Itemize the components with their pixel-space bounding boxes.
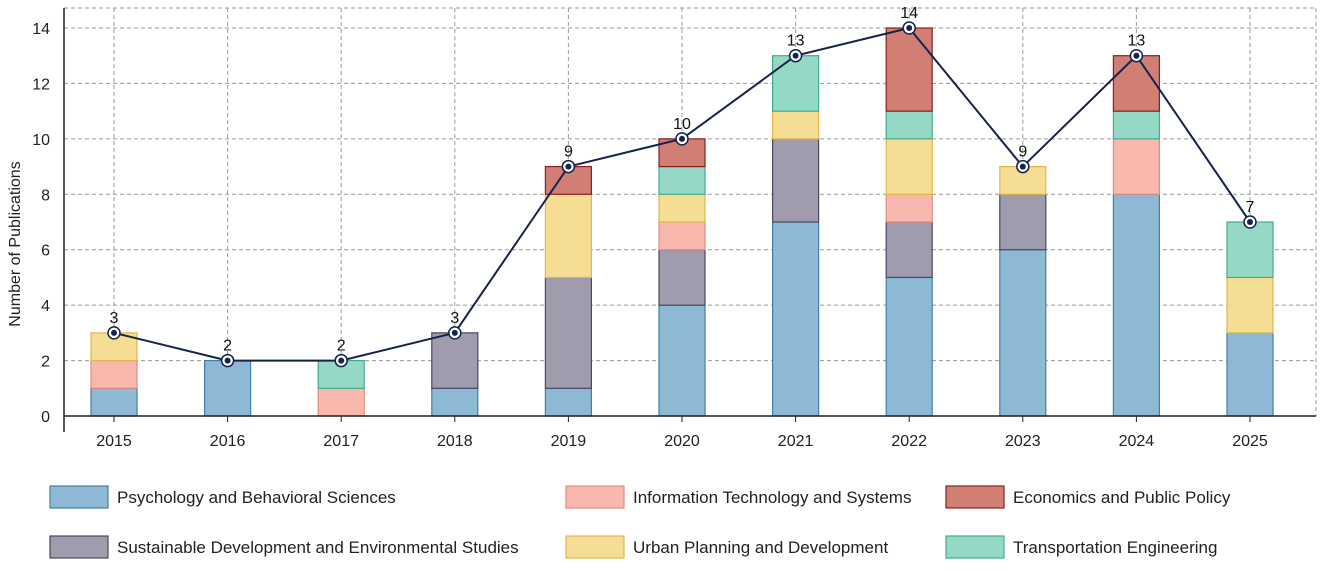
y-tick-label: 6 <box>41 243 50 260</box>
bar-segment <box>90 359 138 389</box>
y-tick-label: 10 <box>32 132 50 149</box>
x-tick-label: 2019 <box>551 433 587 450</box>
x-tick-label: 2016 <box>210 433 246 450</box>
bar-segment <box>1112 55 1161 112</box>
bar-segment <box>431 332 479 389</box>
bar-segment <box>658 221 706 251</box>
legend-swatch <box>945 535 1005 559</box>
x-tick-label: 2018 <box>437 433 473 450</box>
y-tick-label: 14 <box>32 21 50 38</box>
bar-segment <box>90 387 138 417</box>
legend-swatch <box>49 485 109 509</box>
total-marker-dot <box>338 357 345 364</box>
total-marker-dot <box>224 357 231 364</box>
total-label: 3 <box>450 310 459 327</box>
legend-label: Transportation Engineering <box>1013 538 1217 557</box>
total-label: 2 <box>337 338 346 355</box>
bar-segment <box>771 55 820 112</box>
x-tick-label: 2017 <box>323 433 359 450</box>
total-marker-dot <box>679 135 685 142</box>
total-label: 3 <box>110 310 119 327</box>
bar-segment <box>771 138 820 223</box>
total-label: 14 <box>900 5 918 22</box>
legend-swatch <box>565 485 625 509</box>
bar-segment <box>658 193 706 223</box>
x-tick-label: 2025 <box>1232 433 1268 450</box>
bar-segment <box>999 193 1047 251</box>
y-tick-label: 12 <box>32 76 50 93</box>
total-marker-dot <box>1019 163 1026 170</box>
bar-segment <box>1112 138 1161 195</box>
total-marker-dot <box>1247 219 1253 225</box>
legend-label: Urban Planning and Development <box>633 538 888 557</box>
legend-swatch <box>945 485 1005 509</box>
total-marker-dot <box>451 329 458 336</box>
total-marker-dot <box>111 329 117 336</box>
bar-segment <box>885 110 933 140</box>
bar-segment <box>431 387 479 417</box>
legend-swatch <box>49 535 109 559</box>
legend-label: Economics and Public Policy <box>1013 488 1231 507</box>
bar-segment <box>885 276 933 417</box>
bar-segment <box>1112 193 1161 417</box>
bar-segment <box>999 249 1047 417</box>
total-label: 9 <box>1018 144 1027 161</box>
total-label: 2 <box>223 338 232 355</box>
bar-segment <box>885 27 933 112</box>
x-tick-label: 2022 <box>891 433 927 450</box>
bar-segment <box>771 110 820 140</box>
bar-segment <box>317 387 365 417</box>
bars <box>90 27 1274 417</box>
y-tick-label: 4 <box>41 298 50 315</box>
legend-label: Psychology and Behavioral Sciences <box>117 488 396 507</box>
bar-segment <box>1226 221 1274 279</box>
total-label: 7 <box>1246 199 1255 216</box>
x-tick-label: 2021 <box>778 433 814 450</box>
y-axis-title: Number of Publications <box>7 161 24 326</box>
x-tick-label: 2024 <box>1119 433 1155 450</box>
bar-segment <box>1112 110 1161 140</box>
bar-segment <box>544 387 593 417</box>
legend-label: Information Technology and Systems <box>633 488 911 507</box>
bar-segment <box>885 138 933 195</box>
legend-swatch <box>565 535 625 559</box>
axes: 0 2 4 6 8 10 12 14 2015 2016 2017 2018 2019 2020 2021 2… <box>32 8 1316 450</box>
total-label: 9 <box>564 144 573 161</box>
bar-segment <box>544 193 593 279</box>
total-marker-dot <box>792 52 799 59</box>
total-label: 13 <box>787 33 805 50</box>
x-tick-label: 2015 <box>96 433 132 450</box>
bar-segment <box>1226 276 1274 334</box>
total-marker-dot <box>565 163 572 170</box>
y-tick-label: 8 <box>41 187 50 204</box>
y-tick-label: 2 <box>41 354 50 371</box>
bar-segment <box>885 221 933 279</box>
total-label: 13 <box>1128 33 1146 50</box>
bar-segment <box>1226 332 1274 417</box>
x-tick-label: 2020 <box>664 433 700 450</box>
total-marker-dot <box>1133 52 1140 59</box>
bar-segment <box>204 359 252 417</box>
x-tick-label: 2023 <box>1005 433 1041 450</box>
bar-segment <box>771 221 820 417</box>
bar-segment <box>658 165 706 195</box>
bar-segment <box>658 249 706 306</box>
total-marker-dot <box>906 25 913 31</box>
bar-segment <box>658 304 706 417</box>
legend: Psychology and Behavioral Sciences Inform… <box>49 485 1231 559</box>
total-label: 10 <box>673 116 691 133</box>
y-tick-label: 0 <box>41 409 50 426</box>
legend-label: Sustainable Development and Environmenta… <box>117 538 519 557</box>
total-labels: 3 2 2 3 9 10 13 14 9 13 7 <box>110 5 1255 355</box>
bar-segment <box>885 193 933 223</box>
bar-segment <box>544 276 593 389</box>
total-line <box>107 21 1257 368</box>
